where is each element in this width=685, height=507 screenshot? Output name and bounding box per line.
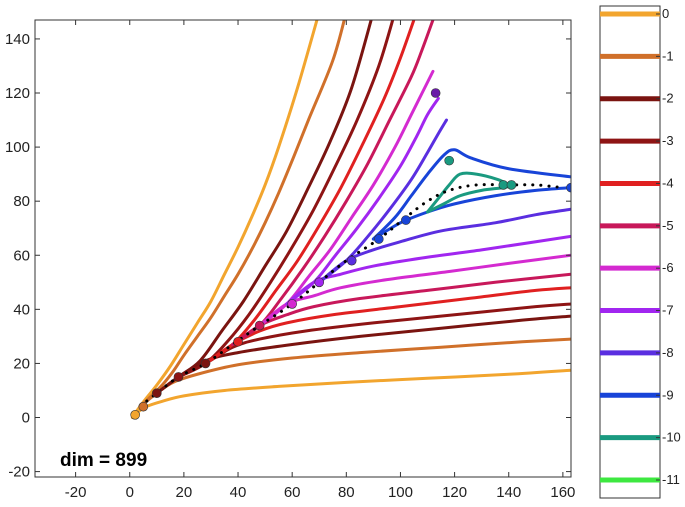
contour-line-level-5 <box>231 20 435 346</box>
x-tick-label: 120 <box>442 484 467 501</box>
y-tick-label: 0 <box>22 410 30 427</box>
contour-line-level-6 <box>258 69 435 328</box>
x-tick-label: -20 <box>65 484 87 501</box>
y-tick-label: 140 <box>5 31 30 48</box>
ridge-marker <box>200 358 211 369</box>
dim-annotation: dim = 899 <box>60 450 147 471</box>
contour-line-level-9 <box>371 148 571 241</box>
ridge-marker <box>152 388 162 398</box>
contour-line-level-10 <box>426 171 511 214</box>
contour-line-level-4 <box>204 20 416 365</box>
y-tick-label: 20 <box>13 355 30 372</box>
ridge-marker <box>138 401 149 412</box>
ridge-marker <box>506 180 517 190</box>
x-tick-label: 160 <box>550 484 575 501</box>
y-tick-label: 40 <box>13 301 30 318</box>
x-tick-label: 40 <box>230 484 247 501</box>
ridge-marker <box>444 155 454 166</box>
y-tick-label: 80 <box>13 193 30 210</box>
contour-line-level-2 <box>155 20 373 395</box>
contour-line-level-1 <box>141 20 346 406</box>
x-tick-label: 100 <box>388 484 413 501</box>
ridge-marker <box>173 372 184 382</box>
x-tick-label: 140 <box>496 484 521 501</box>
y-tick-label: 120 <box>5 85 30 102</box>
ridge-marker <box>287 299 297 309</box>
x-tick-label: 0 <box>126 484 134 501</box>
plot-frame <box>34 19 572 478</box>
ridge-marker <box>346 255 357 266</box>
contour-line-level-3 <box>176 20 395 379</box>
ridge-marker <box>314 277 325 288</box>
dotted-ridge-line <box>133 183 565 414</box>
contour-line-level-0 <box>130 20 319 420</box>
contour-line-level-7 <box>285 96 440 306</box>
y-tick-label: -20 <box>8 464 30 481</box>
ridge-marker <box>430 88 441 98</box>
ridge-marker <box>233 336 243 347</box>
ridge-marker <box>130 410 140 420</box>
x-tick-label: 80 <box>338 484 355 501</box>
y-tick-label: 60 <box>13 247 30 264</box>
ridge-marker <box>254 320 265 331</box>
ridge-marker <box>373 234 384 244</box>
y-tick-label: 100 <box>5 139 30 156</box>
contour-line-level-9 <box>371 186 571 241</box>
ridge-marker <box>498 180 509 190</box>
x-tick-label: 20 <box>176 484 193 501</box>
x-tick-label: 60 <box>284 484 301 501</box>
ridge-marker <box>566 182 571 193</box>
ridge-marker <box>401 215 411 225</box>
